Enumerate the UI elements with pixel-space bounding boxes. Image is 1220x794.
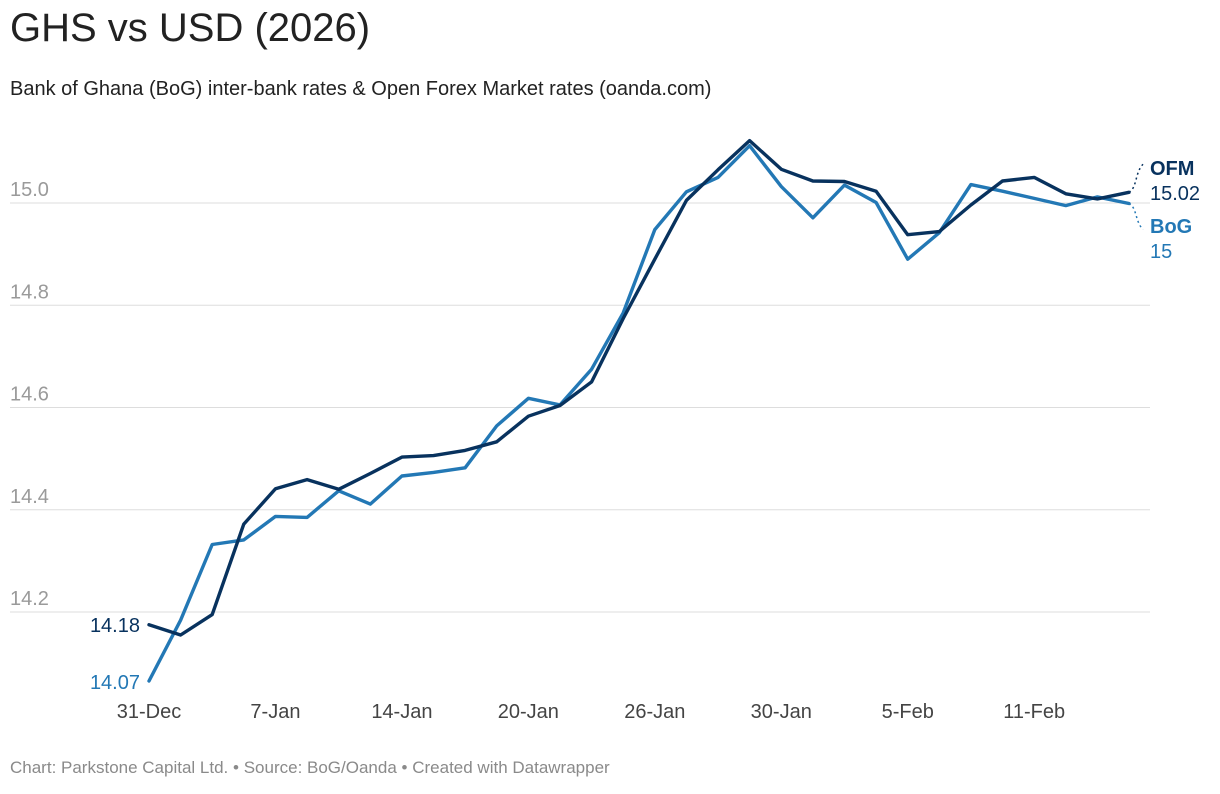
x-axis-labels: 31-Dec 7-Jan 14-Jan 20-Jan 26-Jan 30-Jan 5-Feb… — [117, 701, 1065, 723]
chart-credit: Chart: Parkstone Capital Ltd. — [10, 758, 229, 777]
bog-end-connector — [1128, 202, 1144, 231]
y-tick-label: 15.0 — [10, 179, 49, 201]
y-tick-label: 14.4 — [10, 486, 49, 508]
y-tick-label: 14.6 — [10, 384, 49, 406]
chart-footer: Chart: Parkstone Capital Ltd. • Source: … — [10, 757, 610, 779]
chart-tool: Created with Datawrapper — [412, 758, 610, 777]
x-tick-label: 5-Feb — [882, 701, 934, 723]
chart-title: GHS vs USD (2026) — [10, 6, 371, 50]
x-tick-label: 20-Jan — [498, 701, 559, 723]
footer-separator-2: • — [401, 758, 408, 777]
x-tick-label: 14-Jan — [371, 701, 432, 723]
series-labels: 14.18 14.07 OFM 15.02 BoG 15 — [90, 158, 1200, 694]
x-tick-label: 7-Jan — [250, 701, 300, 723]
series-lines — [147, 138, 1131, 683]
ofm-series-name: OFM — [1150, 158, 1194, 180]
x-tick-label: 31-Dec — [117, 701, 181, 723]
series-line-bog — [147, 143, 1131, 683]
series-line-ofm — [147, 138, 1131, 637]
y-tick-label: 14.8 — [10, 281, 49, 303]
bog-end-value: 15 — [1150, 241, 1172, 263]
x-tick-label: 26-Jan — [624, 701, 685, 723]
ofm-end-connector — [1128, 163, 1144, 193]
x-tick-label: 11-Feb — [1003, 701, 1065, 723]
footer-separator-1: • — [233, 758, 239, 777]
bog-series-name: BoG — [1150, 216, 1192, 238]
x-tick-label: 30-Jan — [751, 701, 812, 723]
chart-source: Source: BoG/Oanda — [243, 758, 397, 777]
line-chart: 14.2 14.4 14.6 14.8 15.0 31-Dec 7-Jan 14-Jan 20… — [10, 138, 1200, 723]
chart-subtitle: Bank of Ghana (BoG) inter-bank rates & O… — [10, 78, 712, 100]
ofm-start-value: 14.18 — [90, 615, 140, 637]
bog-start-value: 14.07 — [90, 672, 140, 694]
y-axis-labels: 14.2 14.4 14.6 14.8 15.0 — [10, 179, 49, 610]
y-tick-label: 14.2 — [10, 588, 49, 610]
ofm-end-value: 15.02 — [1150, 183, 1200, 205]
grid-lines — [10, 202, 1150, 613]
